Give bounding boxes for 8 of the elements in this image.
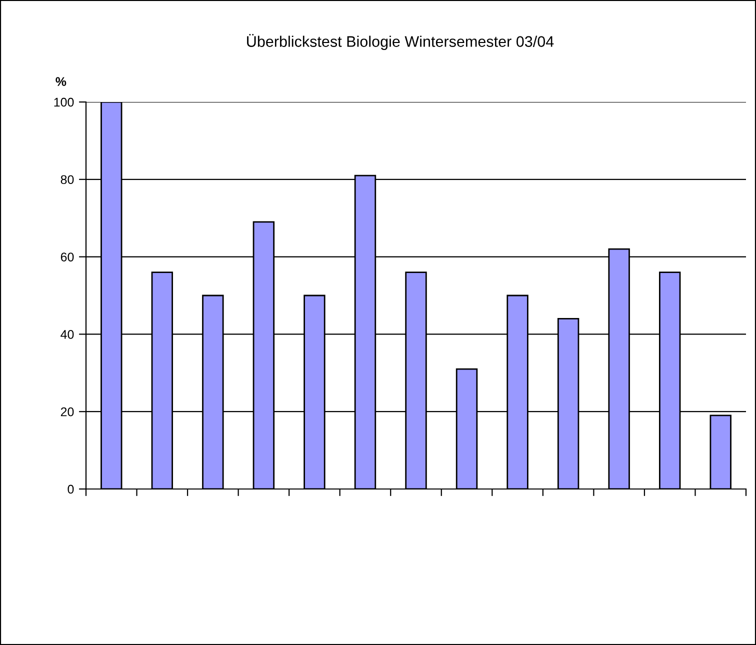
y-axis-title: % bbox=[56, 77, 66, 86]
y-tick-label: 40 bbox=[60, 330, 74, 339]
y-tick-label: 60 bbox=[60, 252, 74, 262]
y-tick-label: 100 bbox=[54, 98, 74, 107]
y-tick-label: 80 bbox=[60, 175, 74, 184]
y-tick-label: 20 bbox=[60, 407, 74, 416]
y-tick-label: 0 bbox=[68, 484, 74, 494]
chart-title: Überblickstest Biologie Wintersemester 03/04 bbox=[247, 34, 554, 50]
